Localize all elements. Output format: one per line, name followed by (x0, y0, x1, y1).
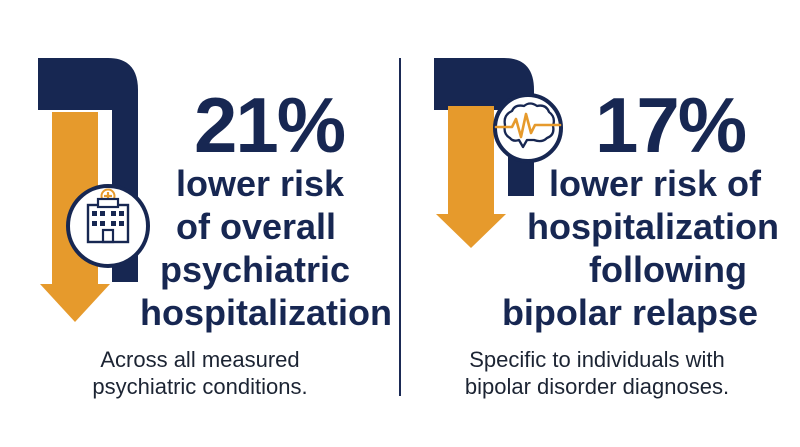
left-percent: 21% (193, 81, 346, 169)
right-percent: 17% (594, 81, 747, 169)
left-orange-arrowhead (40, 284, 110, 322)
left-subtitle-line-1: Across all measured (100, 347, 300, 372)
left-subtitle-line-2: psychiatric conditions. (92, 374, 308, 399)
left-stat-line-4: hospitalization (140, 292, 392, 333)
right-subtitle-line-1: Specific to individuals with (469, 347, 725, 372)
column-divider (399, 58, 401, 396)
left-stat-line-3: psychiatric (159, 249, 351, 290)
right-subtitle-line-2: bipolar disorder diagnoses. (464, 374, 730, 399)
right-stat-line-4: bipolar relapse (501, 292, 759, 333)
right-orange-arrowhead (436, 214, 506, 248)
right-stat-line-1: lower risk of (548, 163, 762, 204)
right-stat-line-3: following (589, 249, 747, 290)
right-stat-line-2: hospitalization (527, 206, 779, 247)
left-stat-line-2: of overall (175, 206, 337, 247)
right-orange-shaft (448, 106, 494, 218)
right-navy-hook (434, 58, 534, 196)
left-stat-line-1: lower risk (175, 163, 345, 204)
